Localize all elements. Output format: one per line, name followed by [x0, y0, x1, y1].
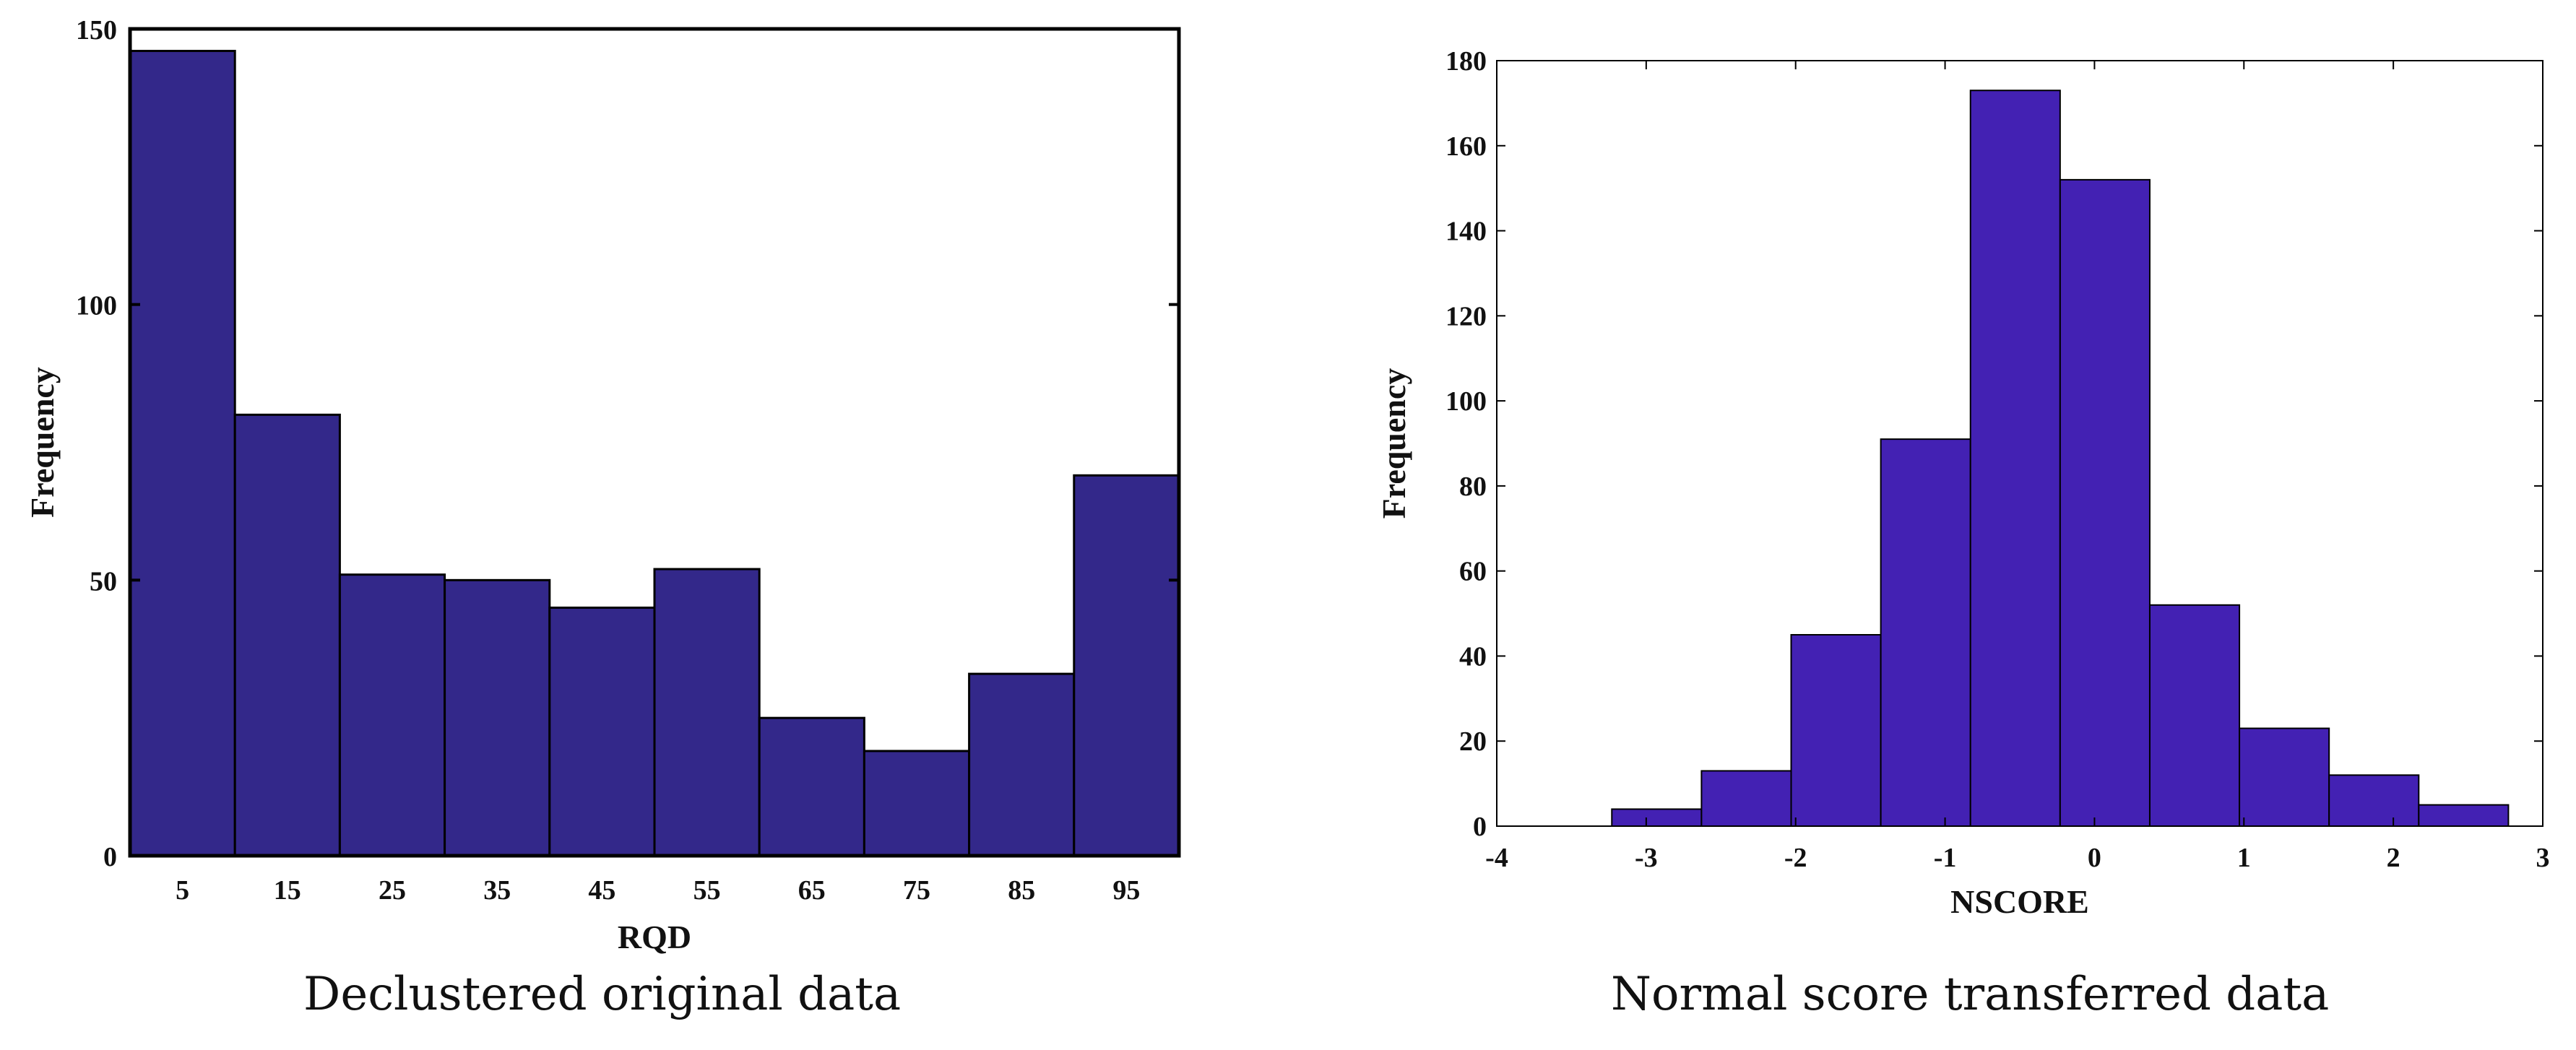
y-axis-label: Frequency: [24, 367, 61, 518]
y-tick-label: 180: [1445, 46, 1487, 77]
bar-nscore-5: [2059, 178, 2151, 827]
chart-rqd-histogram: 0 50 100 150 5 15 25 35 45 55 65 75 85 95 RQD Frequency: [24, 15, 1181, 955]
bar-nscore-2: [1790, 634, 1882, 827]
bar-rqd-65: [758, 716, 865, 857]
bar-nscore-1: [1700, 770, 1792, 828]
x-tick-label: -3: [1635, 843, 1658, 873]
y-tick-label: 0: [1473, 812, 1487, 842]
x-tick-label: 15: [274, 875, 301, 906]
x-tick-label: 2: [2387, 843, 2400, 873]
y-tick-label: 80: [1459, 472, 1487, 502]
chart-nscore-histogram: 0 20 40 60 80 100 120 140 160 180 -4 -3 -2 -1 0 1 2 3 NSCO…: [1375, 46, 2550, 920]
y-tick-label: 140: [1445, 217, 1487, 247]
y-tick-label: 100: [1445, 386, 1487, 417]
bar-rqd-95: [1073, 474, 1180, 857]
bar-rqd-5: [129, 50, 236, 857]
x-axis-label: RQD: [618, 919, 691, 955]
plot-frame: [1496, 60, 2543, 827]
bar-nscore-8: [2328, 774, 2420, 828]
x-tick-label: -1: [1934, 843, 1957, 873]
x-tick-label: -4: [1485, 843, 1508, 873]
bar-rqd-75: [863, 750, 971, 857]
y-tick-label: 50: [90, 566, 117, 596]
bar-nscore-4: [1969, 90, 2061, 827]
bar-nscore-0: [1611, 808, 1703, 828]
y-tick-label: 120: [1445, 301, 1487, 331]
x-tick-label: 85: [1008, 875, 1035, 906]
y-tick-label: 100: [76, 291, 117, 321]
y-tick-label: 60: [1459, 557, 1487, 587]
x-tick-label: 75: [903, 875, 930, 906]
y-tick-label: 0: [103, 842, 117, 872]
x-axis-label: NSCORE: [1950, 883, 2089, 920]
bar-nscore-6: [2148, 604, 2241, 827]
x-tick-label: 95: [1112, 875, 1140, 906]
y-axis-label: Frequency: [1375, 368, 1412, 519]
bar-nscore-7: [2239, 727, 2330, 827]
bar-rqd-85: [968, 672, 1076, 857]
x-tick-label: -2: [1784, 843, 1807, 873]
y-tick-label: 40: [1459, 641, 1487, 672]
caption-declustered-original-data: Declustered original data: [303, 968, 902, 1021]
x-tick-label: 35: [483, 875, 511, 906]
x-tick-label: 5: [176, 875, 189, 906]
bar-nscore-9: [2418, 804, 2510, 827]
x-tick-label: 55: [693, 875, 721, 906]
x-tick-label: 65: [798, 875, 826, 906]
y-tick-label: 150: [76, 15, 117, 45]
x-tick-label: 3: [2536, 843, 2550, 873]
x-tick-label: 0: [2088, 843, 2101, 873]
plot-frame: [128, 27, 1181, 858]
bar-nscore-3: [1880, 438, 1971, 827]
x-tick-label: 1: [2237, 843, 2251, 873]
x-tick-label: 45: [588, 875, 615, 906]
x-tick-label: 25: [379, 875, 406, 906]
bar-rqd-15: [233, 413, 341, 857]
bar-rqd-25: [338, 573, 446, 857]
y-tick-label: 160: [1445, 131, 1487, 162]
bar-rqd-35: [444, 578, 551, 857]
y-tick-label: 20: [1459, 726, 1487, 757]
bar-rqd-55: [653, 568, 761, 857]
caption-normal-score-transferred-data: Normal score transferred data: [1611, 968, 2330, 1021]
bar-rqd-45: [548, 607, 656, 857]
